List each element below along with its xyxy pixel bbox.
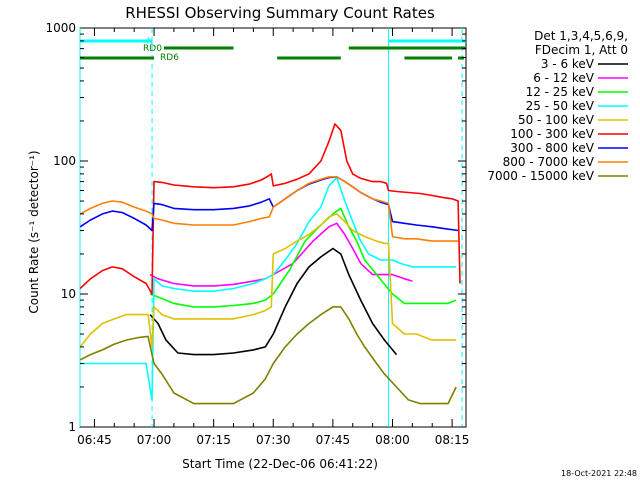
y-tick-label: 1 (68, 420, 76, 434)
legend-entry-label: 6 - 12 keV (533, 71, 595, 85)
x-axis-label: Start Time (22-Dec-06 06:41:22) (182, 457, 378, 471)
flag-label-n: N (147, 37, 154, 47)
legend-entry-label: 50 - 100 keV (518, 113, 595, 127)
series-line (149, 207, 457, 308)
y-axis: 1 10 100 1000 (45, 21, 466, 434)
x-tick-label: 07:15 (196, 433, 231, 447)
legend: Det 1,3,4,5,6,9,FDecim 1, Att 03 - 6 keV… (487, 29, 628, 183)
x-axis: 06:45 07:00 07:15 07:30 07:45 08:00 08:15 (77, 28, 469, 447)
legend-entry-label: 7000 - 15000 keV (487, 169, 594, 183)
flag-label-rd0: RD0 (143, 44, 162, 54)
legend-entry-label: 12 - 25 keV (526, 85, 595, 99)
series-line (79, 213, 457, 348)
legend-entry-label: 300 - 800 keV (510, 141, 594, 155)
x-tick-label: 06:45 (77, 433, 112, 447)
series-line (79, 123, 461, 295)
flag-label-rd6: RD6 (160, 53, 179, 63)
legend-entry-label: 800 - 7000 keV (503, 155, 595, 169)
x-tick-label: 07:45 (316, 433, 351, 447)
y-tick-label: 100 (53, 154, 76, 168)
legend-entry-label: 3 - 6 keV (541, 57, 595, 71)
series-line (79, 176, 459, 232)
series-line (149, 247, 398, 356)
x-tick-label: 07:00 (137, 433, 172, 447)
legend-header: FDecim 1, Att 0 (535, 43, 628, 57)
legend-header: Det 1,3,4,5,6,9, (534, 29, 628, 43)
legend-entry-label: 25 - 50 keV (526, 99, 595, 113)
y-tick-label: 10 (61, 287, 76, 301)
x-tick-label: 08:00 (375, 433, 410, 447)
series-line (79, 176, 459, 242)
footer-timestamp: 18-Oct-2021 22:48 (561, 469, 637, 478)
y-axis-label: Count Rate (s⁻¹ detector⁻¹) (27, 150, 41, 313)
chart-title: RHESSI Observing Summary Count Rates (125, 4, 435, 22)
y-tick-label: 1000 (45, 21, 76, 35)
series-line (80, 176, 457, 401)
x-tick-label: 07:30 (256, 433, 291, 447)
x-tick-label: 08:15 (435, 433, 470, 447)
series-line (149, 222, 413, 287)
series-line (79, 306, 457, 405)
plot-frame (79, 27, 467, 428)
legend-entry-label: 100 - 300 keV (510, 127, 594, 141)
